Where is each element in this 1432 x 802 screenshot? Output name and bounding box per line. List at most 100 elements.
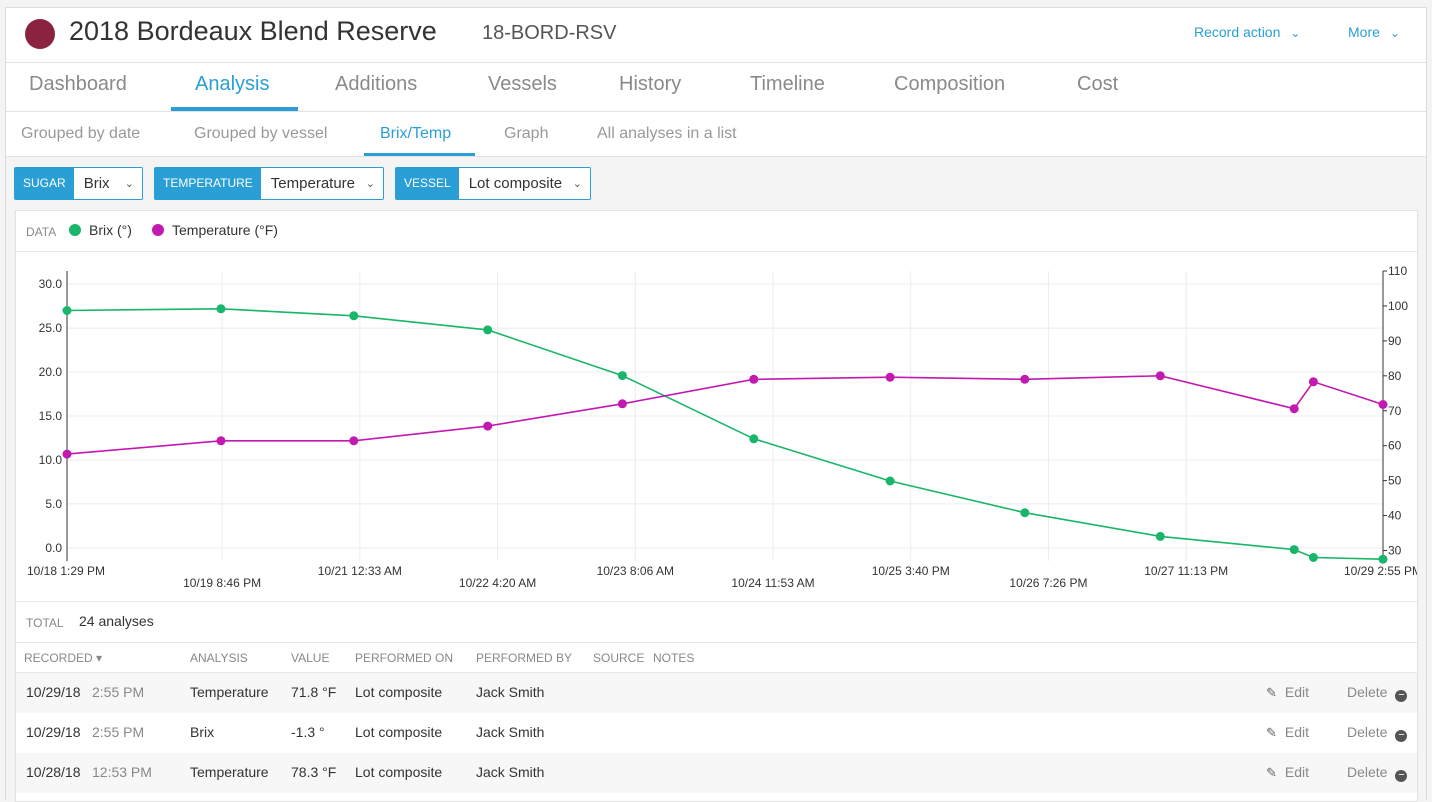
brix-dot-icon [69, 224, 81, 236]
x-tick-label: 10/21 12:33 AM [318, 564, 402, 578]
tab-vessels[interactable]: Vessels [488, 73, 557, 95]
main-tabs: Dashboard Analysis Additions Vessels His… [6, 63, 1426, 112]
temperature-point [885, 372, 895, 382]
page-title: 2018 Bordeaux Blend Reserve [69, 16, 437, 46]
temperature-point [1289, 404, 1299, 414]
x-tick-label: 10/25 3:40 PM [872, 564, 950, 578]
subtab-grouped-by-vessel[interactable]: Grouped by vessel [194, 125, 328, 142]
tab-additions[interactable]: Additions [335, 73, 418, 95]
edit-button[interactable]: ✎ Edit [1266, 684, 1309, 701]
sugar-select[interactable]: SUGAR Brix ⌄ [14, 167, 143, 200]
legend-temperature-label: Temperature (°F) [172, 222, 278, 238]
sub-tabs: Grouped by date Grouped by vessel Brix/T… [6, 112, 1426, 157]
col-performed-by: PERFORMED BY [476, 651, 573, 665]
row-performed-on: Lot composite [355, 724, 443, 740]
row-date: 10/29/18 [26, 684, 81, 700]
x-tick-label: 10/19 8:46 PM [183, 576, 261, 590]
edit-button[interactable]: ✎ Edit [1266, 764, 1309, 781]
row-date: 10/28/18 [26, 764, 81, 780]
brix-series-line [66, 307, 1384, 560]
tab-history[interactable]: History [619, 73, 682, 95]
edit-button[interactable]: ✎ Edit [1266, 724, 1309, 741]
temperature-point [749, 374, 759, 384]
tab-analysis[interactable]: Analysis [195, 73, 270, 95]
temperature-select[interactable]: TEMPERATURE Temperature ⌄ [154, 167, 384, 200]
temperature-point [1308, 377, 1318, 387]
brix-point [1020, 508, 1030, 518]
row-performed-by: Jack Smith [476, 684, 545, 700]
chevron-down-icon: ⌄ [365, 178, 375, 190]
legend-label: DATA [26, 225, 57, 239]
brix-point [885, 476, 895, 486]
x-tick-label: 10/24 11:53 AM [731, 576, 814, 590]
y-right-tick-label: 90 [1388, 334, 1402, 348]
row-performed-on: Lot composite [355, 764, 443, 780]
x-tick-label: 10/23 8:06 AM [597, 564, 674, 578]
col-performed-on: PERFORMED ON [355, 651, 454, 665]
legend-brix-label: Brix (°) [89, 222, 132, 238]
legend-item-temperature[interactable]: Temperature (°F) [152, 222, 278, 238]
minus-circle-icon: − [1395, 730, 1408, 742]
brix-point [617, 371, 627, 381]
more-button[interactable]: More ⌄ [1348, 24, 1400, 40]
y-left-tick-label: 30.0 [39, 277, 63, 291]
brix-temp-chart: 10/18 1:29 PM 10/21 12:33 AM 10/23 8:06 AM… [27, 264, 1417, 590]
tab-timeline[interactable]: Timeline [750, 73, 825, 95]
subtab-brix-temp[interactable]: Brix/Temp [380, 125, 452, 142]
lot-code: 18-BORD-RSV [482, 22, 617, 44]
edit-label: Edit [1284, 684, 1310, 700]
row-time: 2:55 PM [92, 724, 145, 740]
y-right-tick-label: 100 [1388, 299, 1408, 313]
edit-label: Edit [1284, 724, 1310, 740]
y-right-tick-label: 70 [1388, 404, 1402, 418]
subtab-graph[interactable]: Graph [504, 125, 549, 142]
delete-label: Delete [1347, 684, 1388, 700]
lot-header: 2018 Bordeaux Blend Reserve 18-BORD-RSV … [6, 8, 1426, 63]
minus-circle-icon: − [1395, 770, 1408, 782]
brix-point [483, 325, 493, 335]
sugar-select-label: SUGAR [15, 168, 74, 199]
brix-point [1289, 545, 1299, 555]
tab-dashboard[interactable]: Dashboard [29, 73, 127, 95]
delete-button[interactable]: Delete − [1347, 724, 1408, 742]
vessel-select[interactable]: VESSEL Lot composite ⌄ [395, 167, 591, 200]
y-left-tick-label: 5.0 [45, 497, 62, 511]
temperature-point [62, 449, 72, 459]
y-right-tick-label: 50 [1388, 474, 1402, 488]
subtab-grouped-by-date[interactable]: Grouped by date [21, 125, 141, 142]
temperature-point [1155, 371, 1165, 381]
minus-circle-icon: − [1395, 690, 1408, 702]
total-row: TOTAL 24 analyses [16, 601, 1417, 643]
legend-item-brix[interactable]: Brix (°) [69, 222, 132, 238]
temperature-point [617, 399, 627, 409]
chart-legend: DATA Brix (°) Temperature (°F) [16, 211, 1417, 252]
row-performed-by: Jack Smith [476, 724, 545, 740]
analysis-card: DATA Brix (°) Temperature (°F) 10/18 1:2… [15, 210, 1418, 802]
pencil-icon: ✎ [1266, 685, 1277, 700]
temperature-select-label: TEMPERATURE [155, 168, 261, 199]
row-time: 2:55 PM [92, 684, 145, 700]
subtab-all-analyses[interactable]: All analyses in a list [597, 125, 737, 142]
record-action-button[interactable]: Record action ⌄ [1194, 24, 1300, 40]
row-value: -1.3 ° [291, 724, 325, 740]
temperature-select-value: Temperature [270, 175, 356, 192]
brix-point [62, 306, 72, 315]
tab-cost[interactable]: Cost [1077, 73, 1119, 95]
app-frame: 2018 Bordeaux Blend Reserve 18-BORD-RSV … [5, 7, 1427, 802]
chart-axes: 10/18 1:29 PM 10/21 12:33 AM 10/23 8:06 AM… [27, 264, 1417, 590]
active-subtab-indicator [364, 153, 475, 156]
x-tick-label: 10/22 4:20 AM [459, 576, 536, 590]
tab-composition[interactable]: Composition [894, 73, 1006, 95]
col-notes: NOTES [653, 651, 695, 665]
temperature-point [483, 421, 493, 431]
delete-button[interactable]: Delete − [1347, 764, 1408, 782]
table-row: 10/29/18 2:55 PM Temperature 71.8 °F Lot… [16, 673, 1417, 713]
y-left-tick-label: 0.0 [45, 541, 62, 555]
y-right-tick-label: 60 [1388, 439, 1402, 453]
col-recorded[interactable]: RECORDED ▾ [24, 651, 102, 665]
x-tick-label: 10/29 2:55 PM [1344, 564, 1417, 578]
pencil-icon: ✎ [1266, 765, 1277, 780]
delete-button[interactable]: Delete − [1347, 684, 1408, 702]
y-left-tick-label: 10.0 [39, 453, 63, 467]
y-left-tick-label: 15.0 [39, 409, 63, 423]
